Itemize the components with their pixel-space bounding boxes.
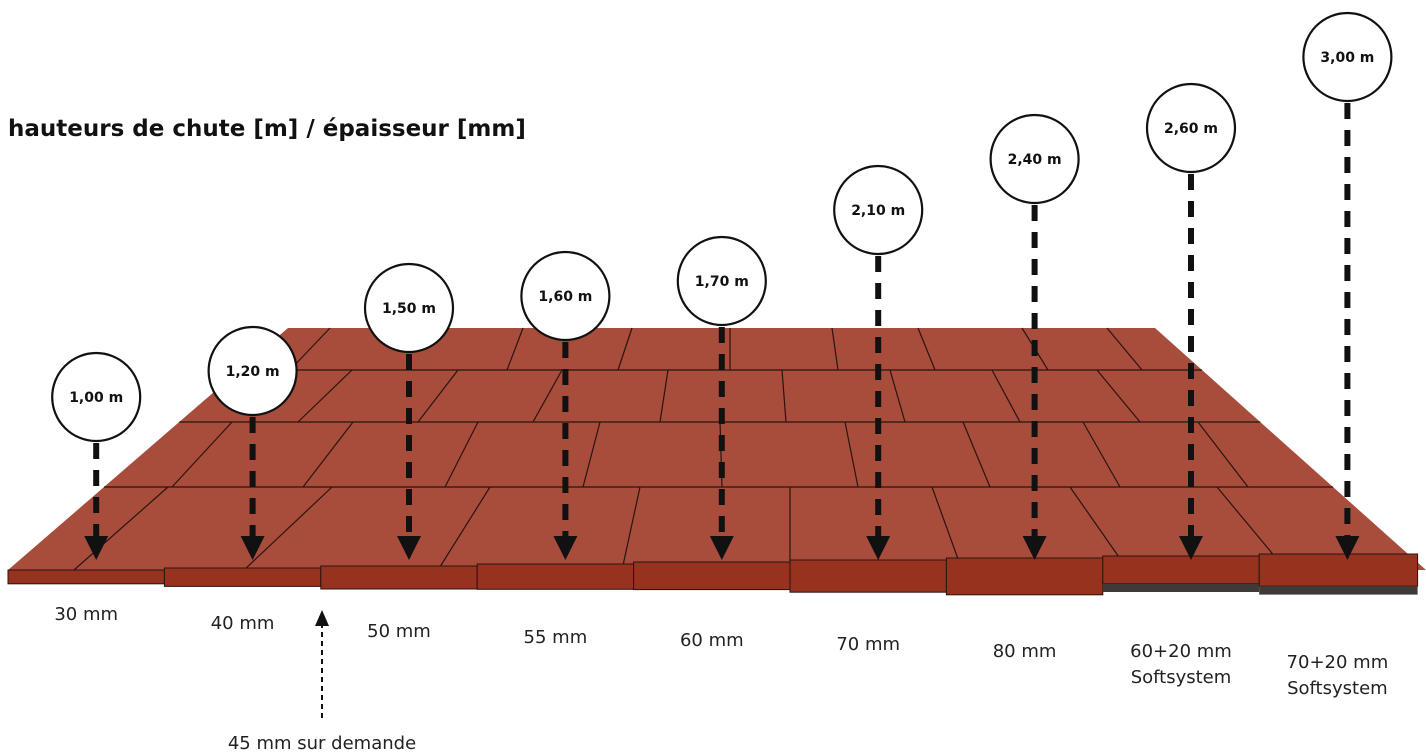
height-bubble — [520, 250, 611, 342]
tile-joint — [659, 369, 669, 423]
tile-joint — [991, 369, 1021, 423]
height-bubble — [989, 113, 1080, 205]
slab-front — [476, 563, 635, 590]
height-value: 3,00 m — [1320, 50, 1374, 66]
drop-arrow-head — [709, 536, 734, 560]
drop-arrow-head — [1335, 536, 1360, 560]
drop-arrow-head — [397, 536, 421, 560]
slab-fronts — [7, 553, 1419, 596]
tile-joint — [844, 421, 859, 488]
height-value: 1,20 m — [226, 364, 280, 380]
tile-joint — [962, 421, 991, 488]
tile-joint — [1106, 327, 1143, 371]
drop-arrow-head — [553, 536, 578, 560]
surface-top-face — [8, 328, 1426, 570]
note-label: 45 mm sur demande — [228, 733, 416, 754]
height-bubble — [1302, 11, 1393, 103]
height-value: 2,10 m — [851, 203, 905, 219]
height-markers: 1,00 m 1,20 m 1,50 m 1,60 m 1,70 m 2,10 m 2,40… — [51, 11, 1393, 560]
thickness-labels: 30 mm 40 mm 50 mm 55 mm 60 mm 70 mm 80 mm 60+20… — [54, 604, 1388, 699]
tile-joint — [532, 369, 563, 423]
tile-joint — [73, 486, 169, 571]
tile-joint — [171, 421, 233, 488]
tile-joint — [243, 486, 333, 571]
tile-joint — [781, 369, 787, 423]
thickness-label: 55 mm — [524, 627, 588, 648]
slab-front — [1102, 555, 1260, 585]
height-bubble — [51, 351, 142, 443]
tile-joint — [889, 369, 906, 423]
slab-front — [633, 561, 791, 591]
height-bubble — [207, 325, 298, 417]
drop-arrow-head — [866, 536, 891, 560]
tile-joint — [302, 421, 354, 488]
tile-joint — [437, 486, 491, 571]
tile-joint — [506, 327, 524, 371]
softsystem-layer — [1102, 583, 1260, 592]
thickness-label: 70+20 mm — [1287, 652, 1389, 673]
thickness-label: 50 mm — [367, 621, 431, 642]
tile-joint — [1082, 421, 1121, 488]
tile-joint — [617, 327, 633, 371]
height-value: 1,70 m — [695, 274, 749, 290]
height-bubble — [676, 235, 767, 327]
tile-joint — [582, 421, 601, 488]
on-demand-note: 45 mm sur demande — [228, 610, 416, 754]
paving-surface — [8, 327, 1426, 571]
height-bubble — [833, 164, 924, 256]
tile-joint — [1096, 369, 1141, 423]
slab-front — [7, 569, 165, 585]
slab-front — [1258, 553, 1419, 587]
drop-arrow-head — [1022, 536, 1047, 560]
tile-joint — [417, 369, 459, 423]
tile-joint — [1197, 421, 1249, 488]
tile-joint — [621, 486, 641, 571]
thickness-label: 80 mm — [993, 641, 1057, 662]
thickness-label: 60+20 mm — [1130, 641, 1232, 662]
height-value: 1,60 m — [538, 289, 592, 305]
tile-joint — [917, 327, 936, 371]
note-arrow-head — [315, 610, 329, 626]
drop-arrow-head — [1179, 536, 1203, 560]
thickness-label: 70 mm — [836, 634, 900, 655]
thickness-label: Softsystem — [1131, 667, 1232, 688]
thickness-label: Softsystem — [1287, 678, 1388, 699]
tile-joint — [931, 486, 963, 571]
softsystem-layer — [1259, 586, 1418, 595]
height-value: 1,00 m — [69, 390, 123, 406]
diagram-title: hauteurs de chute [m] / épaisseur [mm] — [8, 116, 526, 142]
height-value: 2,40 m — [1008, 152, 1062, 168]
height-value: 2,60 m — [1164, 121, 1218, 137]
slab-front — [320, 565, 478, 590]
height-bubble — [1145, 82, 1237, 174]
slab-front — [789, 559, 947, 593]
drop-arrow-head — [240, 536, 265, 560]
height-value: 1,50 m — [382, 301, 436, 317]
thickness-label: 40 mm — [211, 613, 275, 634]
height-bubble — [363, 262, 455, 354]
slab-front — [163, 567, 322, 587]
thickness-label: 30 mm — [54, 604, 118, 625]
tile-joint — [831, 327, 839, 371]
slab-front — [945, 557, 1104, 596]
drop-arrow-head — [84, 536, 109, 560]
thickness-label: 60 mm — [680, 630, 744, 651]
tile-joint — [444, 421, 479, 488]
tile-joint — [297, 369, 353, 423]
